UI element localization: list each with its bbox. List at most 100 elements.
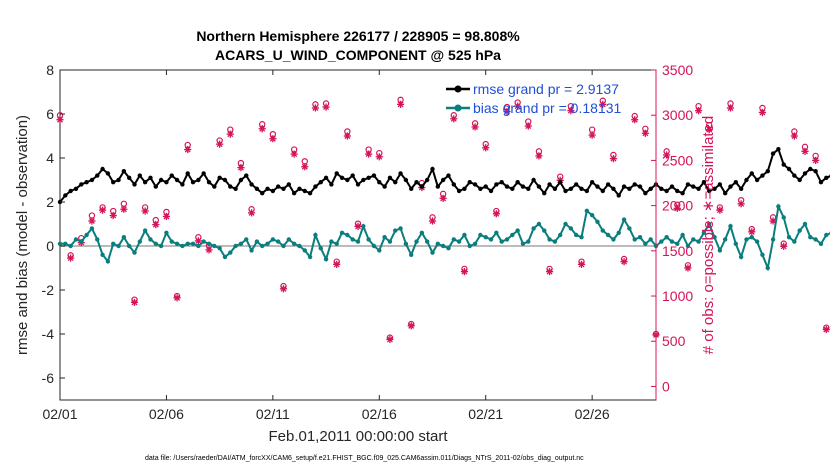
rmse-point (244, 173, 249, 178)
assimilated-obs-marker (173, 294, 181, 302)
bias-point (169, 239, 174, 244)
bias-point (770, 237, 776, 242)
rmse-point (393, 180, 398, 185)
rmse-point (547, 182, 552, 187)
bias-point (323, 257, 329, 262)
bias-point (637, 235, 643, 240)
bias-point (733, 241, 739, 246)
assimilated-obs-marker (322, 103, 330, 111)
rmse-point (478, 186, 483, 191)
assimilated-obs-marker (620, 258, 628, 266)
bias-point (387, 239, 393, 244)
rmse-point (424, 177, 430, 183)
rmse-point (824, 175, 829, 180)
rmse-point (781, 162, 786, 167)
rmse-point (675, 188, 680, 194)
bias-point (403, 241, 409, 246)
assimilated-obs-marker (471, 123, 479, 131)
assimilated-obs-marker (599, 100, 607, 108)
rmse-point (201, 171, 206, 176)
rmse-point (632, 182, 637, 187)
bias-point (265, 241, 270, 246)
assimilated-obs-marker (162, 212, 171, 221)
bias-point (318, 246, 323, 251)
bias-point (488, 237, 494, 242)
rmse-point (190, 180, 196, 185)
bias-point (142, 228, 148, 233)
rmse-point (712, 186, 717, 191)
rmse-point (73, 186, 79, 191)
bias-series (57, 203, 830, 272)
bias-point (472, 241, 478, 246)
chart-title-line-2: ACARS_U_WIND_COMPONENT @ 525 hPa (215, 47, 501, 63)
rmse-point (467, 180, 472, 185)
bias-point (424, 239, 430, 244)
rmse-point (414, 180, 419, 185)
rmse-point (334, 171, 339, 176)
assimilated-obs-marker (482, 144, 490, 152)
rmse-point (116, 177, 121, 183)
bias-point (808, 235, 813, 240)
assimilated-obs-marker (801, 147, 809, 155)
assimilated-obs-marker (641, 129, 649, 137)
rmse-point (542, 191, 547, 196)
rmse-point (637, 184, 643, 189)
bias-point (451, 237, 456, 242)
bias-point (749, 235, 754, 240)
rmse-point (701, 180, 707, 185)
assimilated-obs-marker (460, 268, 469, 276)
bias-point (158, 243, 164, 249)
rmse-point (206, 180, 212, 185)
y2-tick-label: 0 (662, 378, 670, 394)
bias-point (781, 215, 786, 220)
bias-point (281, 243, 286, 249)
assimilated-obs-marker (663, 151, 671, 159)
bias-point (760, 252, 765, 257)
rmse-point (158, 177, 164, 183)
rmse-point (313, 184, 318, 189)
assimilated-obs-marker (588, 131, 596, 139)
rmse-point (627, 186, 632, 191)
y2-tick-label: 3500 (662, 62, 693, 78)
rmse-point (185, 171, 190, 176)
bias-point (238, 241, 244, 246)
rmse-point (233, 186, 238, 191)
y-tick-label: -2 (42, 282, 55, 298)
rmse-point (515, 180, 520, 185)
rmse-point (291, 191, 297, 196)
y-axis-label: rmse and bias (model - observation) (14, 115, 31, 355)
assimilated-obs-marker (822, 325, 830, 334)
assimilated-obs-marker (545, 268, 554, 276)
bias-point (57, 241, 63, 246)
rmse-point (377, 180, 382, 185)
bias-point (722, 237, 728, 242)
bias-point (568, 226, 574, 231)
rmse-point (382, 184, 387, 189)
rmse-point (297, 186, 302, 191)
rmse-point (749, 171, 754, 176)
assimilated-obs-marker (386, 335, 394, 344)
rmse-point (680, 191, 685, 196)
bias-point (691, 237, 696, 242)
data-file-footnote: data file: /Users/raeder/DAI/ATM_forcXX/… (145, 455, 584, 462)
assimilated-obs-marker (492, 210, 500, 218)
assimilated-obs-marker (205, 246, 213, 254)
rmse-point (212, 184, 217, 189)
rmse-point (286, 182, 292, 187)
bias-point (456, 239, 462, 244)
y2-tick-label: 1500 (662, 243, 693, 259)
x-tick-label: 02/06 (149, 406, 184, 422)
assimilated-obs-marker (748, 228, 756, 236)
bias-point (190, 241, 196, 246)
rmse-point (504, 184, 510, 189)
bias-point (467, 243, 472, 249)
assimilated-obs-marker (311, 104, 320, 112)
rmse-point (621, 184, 627, 189)
bias-point (307, 254, 313, 260)
assimilated-obs-marker (514, 102, 522, 110)
bias-point (494, 230, 499, 235)
rmse-point (222, 177, 228, 183)
rmse-point (643, 191, 648, 196)
assimilated-obs-marker (684, 264, 692, 272)
rmse-point (595, 184, 600, 189)
